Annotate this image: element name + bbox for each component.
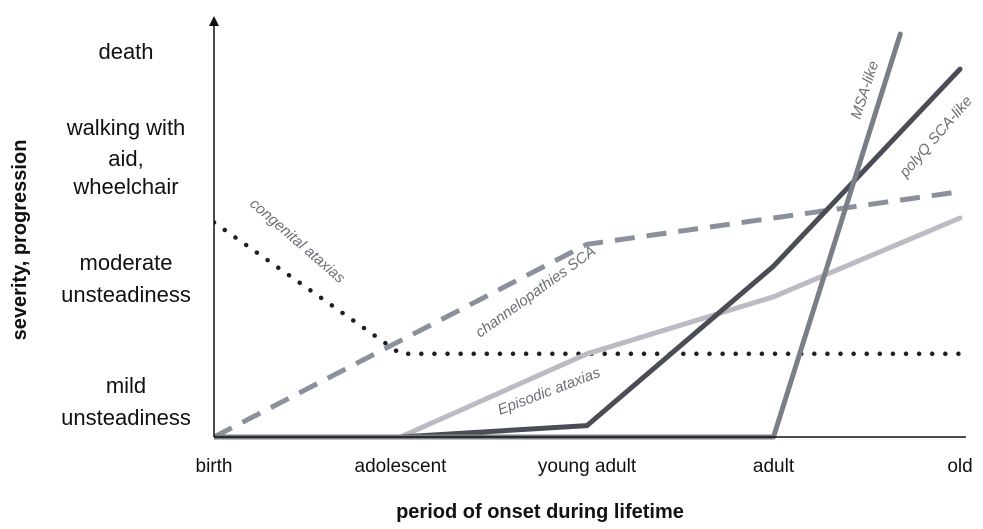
- y-axis-arrow-icon: [209, 16, 219, 26]
- series-label: channelopathies SCA: [472, 243, 599, 342]
- x-tick-label: young adult: [538, 456, 637, 477]
- x-tick-label: birth: [196, 456, 233, 477]
- series-line-channelopathies-sca: [214, 189, 961, 440]
- series-line-congenital-ataxias: [214, 220, 963, 357]
- y-tick-label: walking with aid, wheelchair: [66, 115, 186, 199]
- x-axis-title: period of onset during lifetime: [396, 501, 684, 523]
- x-tick-label: old: [947, 456, 972, 477]
- y-tick-label: mild unsteadiness: [61, 373, 191, 430]
- text-layer: birth adolescent young adult adult old mild un…: [9, 39, 976, 523]
- x-tick-label: adolescent: [355, 456, 448, 477]
- series-label: polyQ SCA-like: [896, 93, 976, 182]
- series-label: congenital ataxias: [246, 195, 348, 287]
- series-line-episodic-ataxias: [398, 215, 963, 440]
- series-line-msa-like: [214, 31, 903, 440]
- x-tick-label: adult: [753, 456, 795, 477]
- y-axis-title: severity, progression: [9, 140, 31, 341]
- axes-layer: [209, 16, 966, 438]
- y-tick-label: death: [98, 39, 153, 64]
- y-tick-label: moderate unsteadiness: [61, 250, 191, 307]
